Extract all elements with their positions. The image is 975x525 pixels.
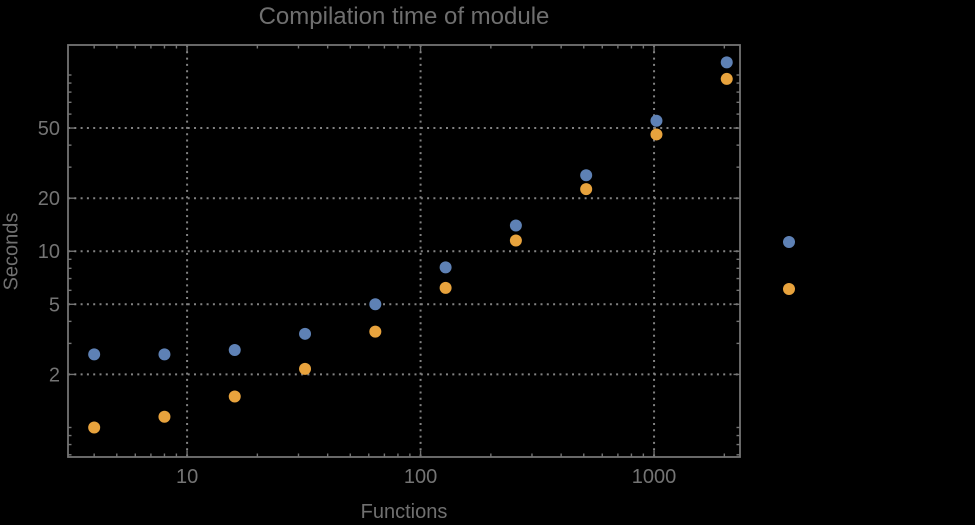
data-point-series-1-blue [650,114,663,127]
data-point-series-2-orange [158,410,171,423]
x-tick-label: 1000 [632,466,677,488]
data-point-series-1-blue [228,344,241,357]
y-tick-label: 20 [38,188,60,210]
y-tick-label: 10 [38,241,60,263]
x-tick-label: 100 [404,466,437,488]
data-point-series-2-orange [299,362,312,375]
data-point-series-2-orange [580,183,593,196]
data-point-series-2-orange [439,281,452,294]
legend-marker-series-1-blue [783,236,795,248]
data-point-series-2-orange [650,128,663,141]
chart-title: Compilation time of module [258,3,550,30]
data-point-series-2-orange [720,72,733,85]
y-tick-label: 5 [49,294,60,316]
data-point-series-1-blue [720,56,733,69]
x-axis-label: Functions [360,501,448,523]
data-point-series-2-orange [88,421,101,434]
data-point-series-1-blue [439,261,452,274]
legend-marker-series-2-orange [783,283,795,295]
data-point-series-1-blue [88,348,101,361]
data-point-series-1-blue [369,298,382,311]
data-point-series-2-orange [369,325,382,338]
x-tick-label: 10 [176,466,198,488]
y-tick-label: 2 [49,364,60,386]
data-point-series-1-blue [580,169,593,182]
data-point-series-1-blue [299,327,312,340]
y-axis-label: Seconds [0,212,23,291]
data-point-series-1-blue [158,348,171,361]
data-point-series-2-orange [228,390,241,403]
y-tick-label: 50 [38,118,60,140]
data-point-series-1-blue [509,219,522,232]
data-point-series-2-orange [509,234,522,247]
